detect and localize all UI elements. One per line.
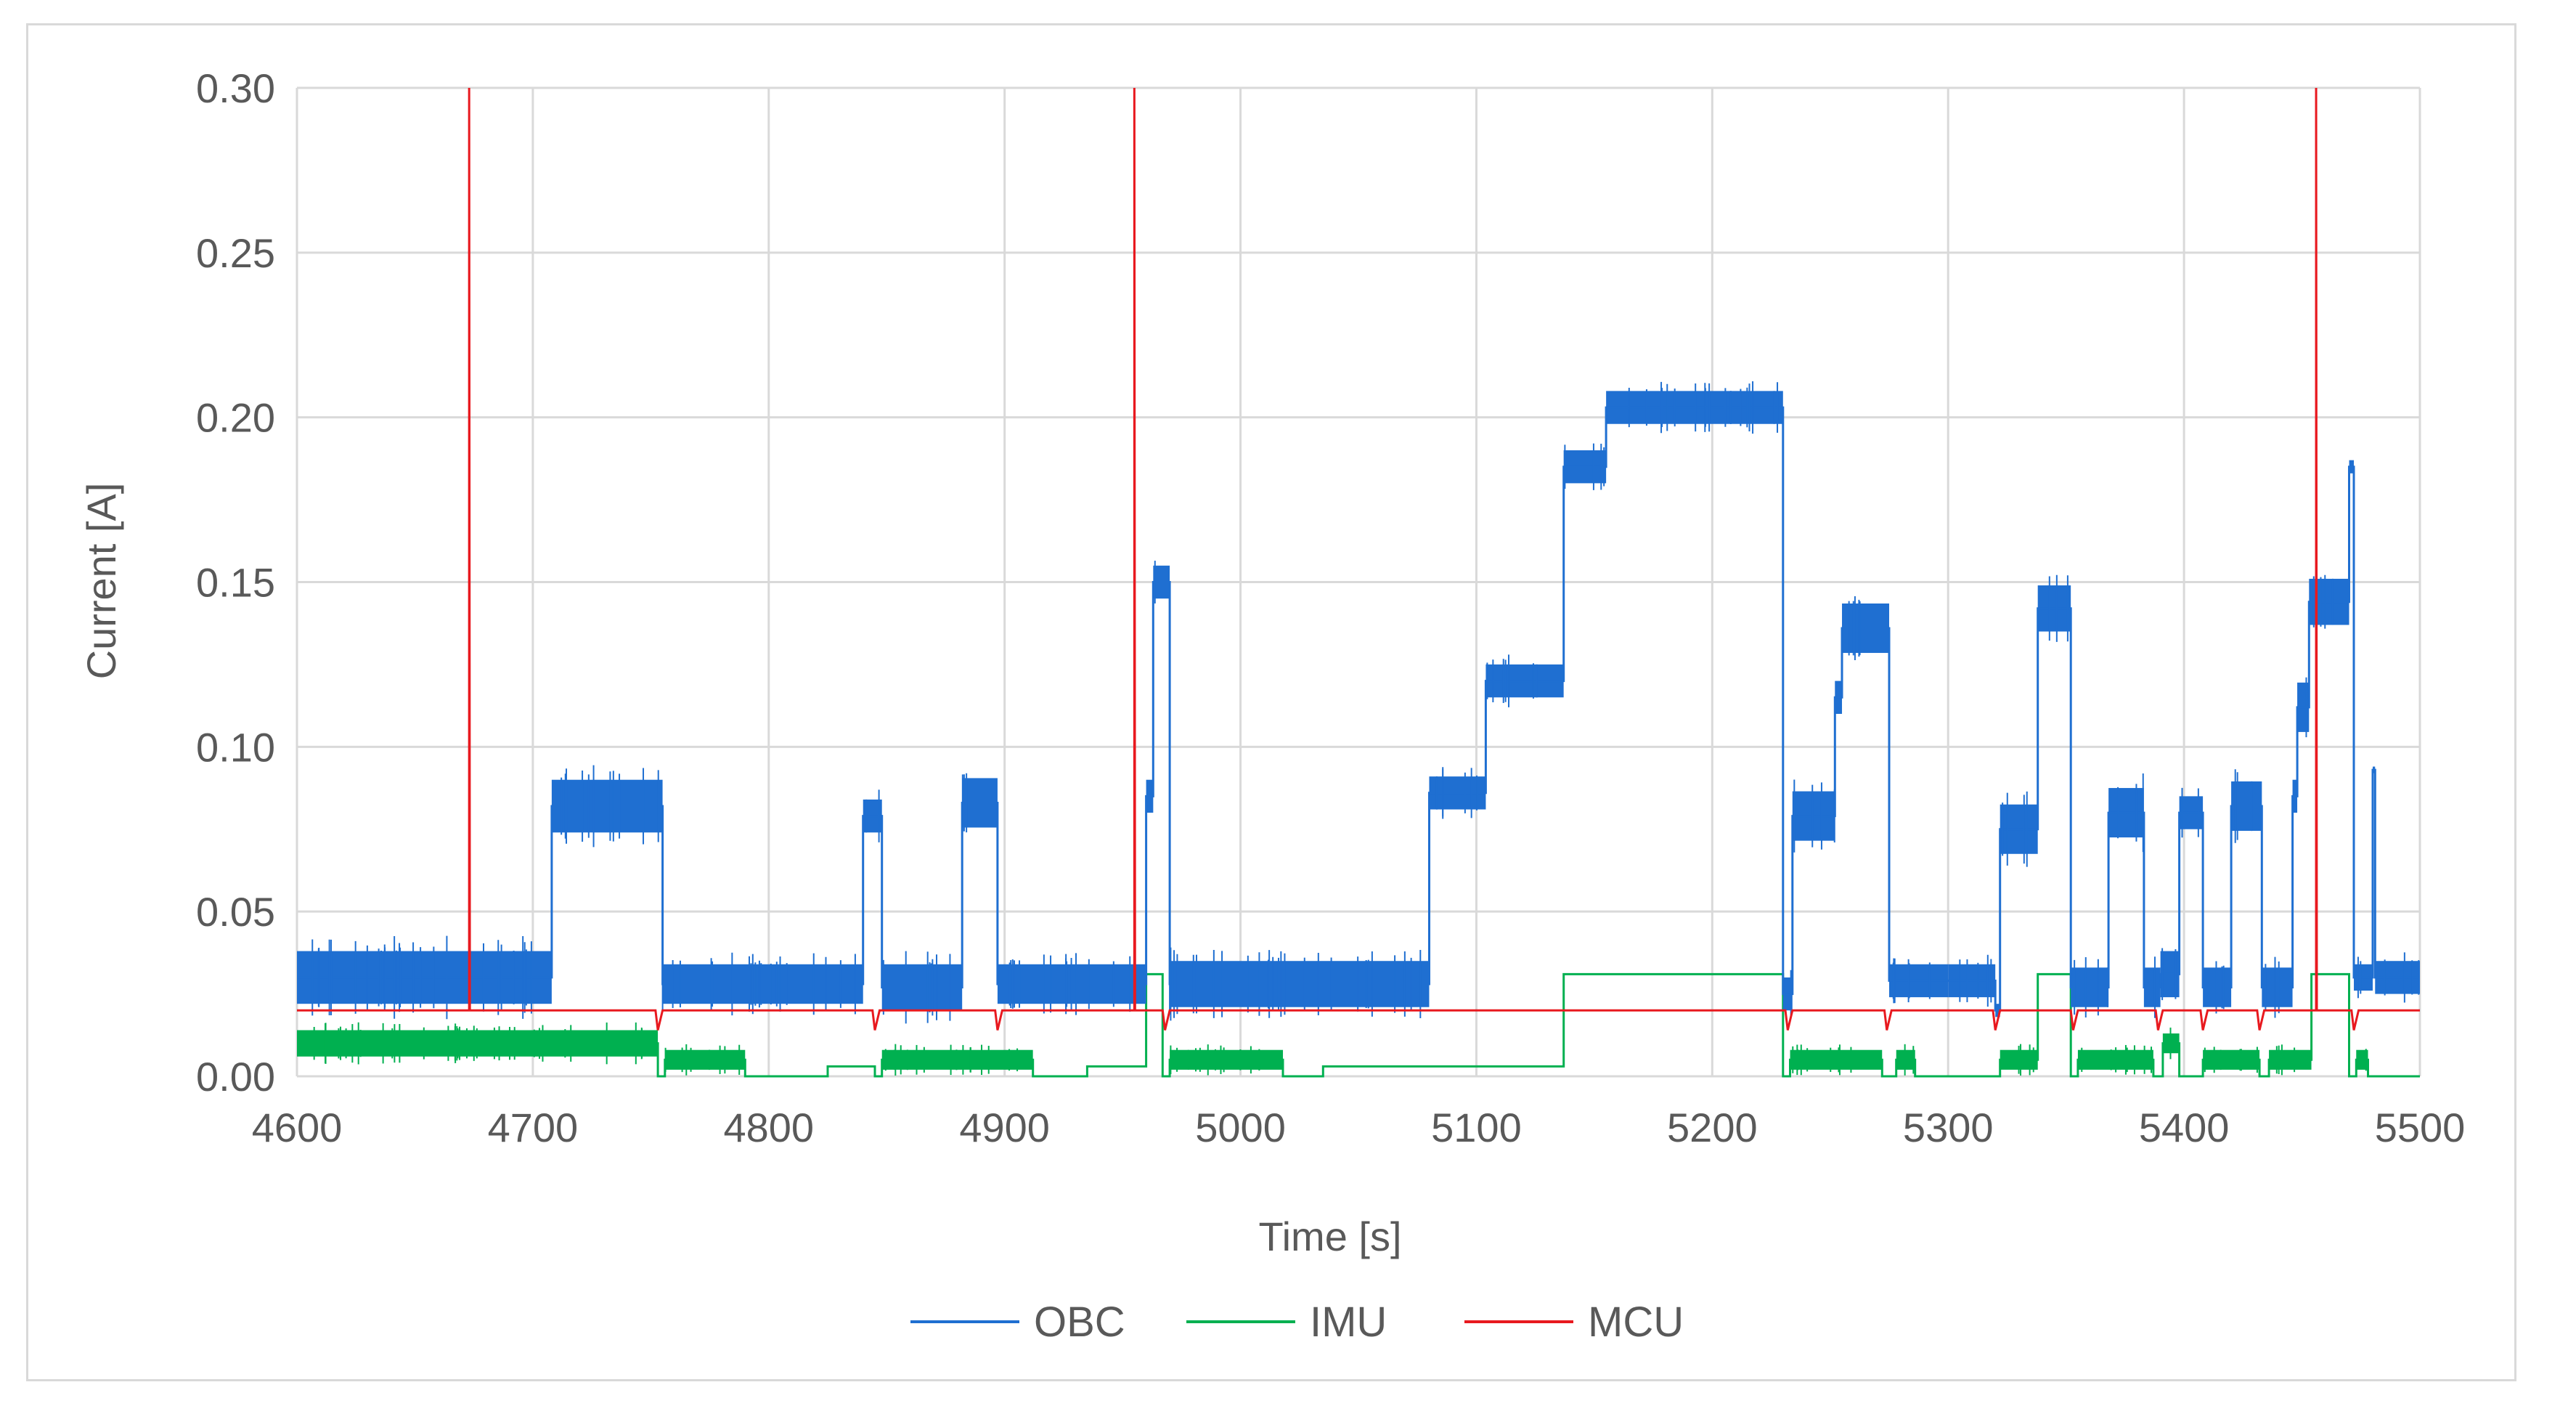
legend: OBC IMU MCU — [910, 1299, 1684, 1346]
x-axis-title: Time [s] — [1258, 1214, 1401, 1259]
x-tick-labels: 4600 4700 4800 4900 5000 5100 5200 5300 5400 5500 — [252, 1105, 2466, 1150]
y-tick-label: 0.05 — [196, 889, 275, 935]
legend-label-imu: IMU — [1310, 1299, 1387, 1346]
x-tick-label: 4700 — [488, 1105, 579, 1150]
legend-label-obc: OBC — [1034, 1299, 1125, 1346]
obc-line — [297, 406, 2420, 1012]
gridlines — [295, 86, 2421, 1078]
series-obc — [297, 381, 2420, 1024]
x-tick-label: 5500 — [2375, 1105, 2466, 1150]
legend-label-mcu: MCU — [1588, 1299, 1684, 1346]
legend-item-obc: OBC — [910, 1299, 1125, 1346]
imu-line — [297, 972, 2420, 1078]
legend-item-imu: IMU — [1186, 1299, 1387, 1346]
mcu-line — [297, 87, 2420, 1031]
x-tick-label: 4600 — [252, 1105, 343, 1150]
chart-frame: 0.00 0.05 0.10 0.15 0.20 0.25 0.30 4600 4700 480… — [26, 23, 2516, 1381]
y-tick-label: 0.25 — [196, 230, 275, 276]
y-tick-label: 0.10 — [196, 724, 275, 770]
y-axis-title: Current [A] — [78, 483, 124, 680]
x-tick-label: 4800 — [723, 1105, 814, 1150]
x-tick-label: 5000 — [1195, 1105, 1286, 1150]
series-imu — [297, 972, 2420, 1078]
x-tick-label: 5400 — [2139, 1105, 2230, 1150]
x-tick-label: 5300 — [1903, 1105, 1994, 1150]
chart: 0.00 0.05 0.10 0.15 0.20 0.25 0.30 4600 4700 480… — [78, 65, 2466, 1346]
y-tick-label: 0.15 — [196, 560, 275, 606]
legend-item-mcu: MCU — [1464, 1299, 1684, 1346]
series-layer — [297, 87, 2420, 1078]
y-tick-label: 0.30 — [196, 65, 275, 111]
y-tick-label: 0.20 — [196, 395, 275, 441]
x-tick-label: 4900 — [959, 1105, 1050, 1150]
x-tick-label: 5200 — [1667, 1105, 1758, 1150]
y-tick-labels: 0.00 0.05 0.10 0.15 0.20 0.25 0.30 — [196, 65, 275, 1100]
series-mcu — [297, 87, 2420, 1031]
y-tick-label: 0.00 — [196, 1054, 275, 1100]
x-tick-label: 5100 — [1431, 1105, 1522, 1150]
